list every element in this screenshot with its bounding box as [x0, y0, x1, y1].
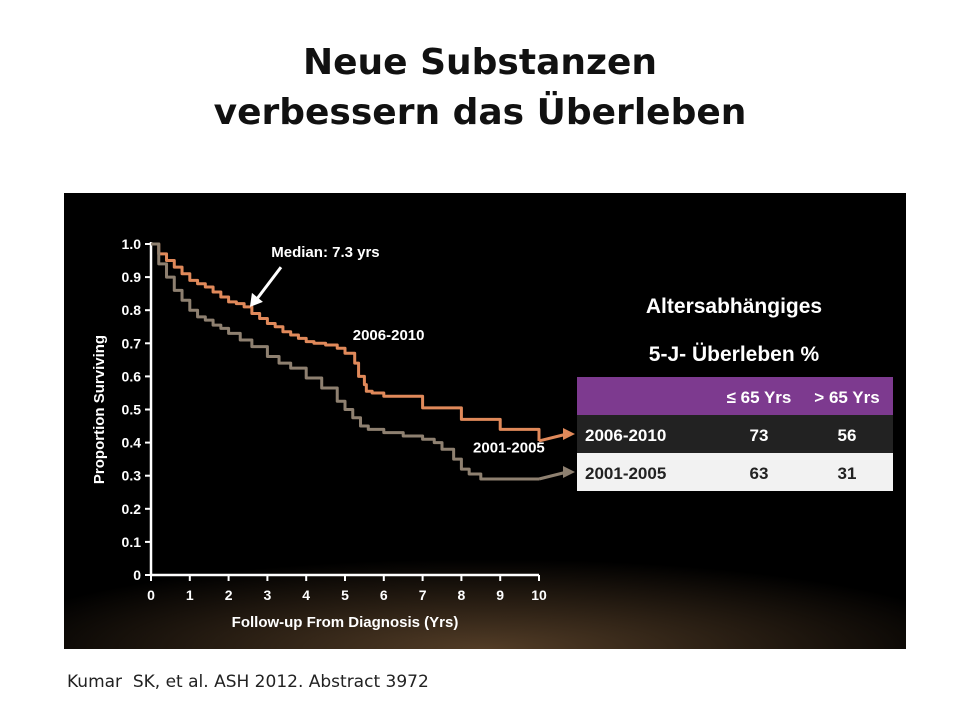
y-tick-label: 0.1: [122, 534, 142, 550]
survival-chart: 00.10.20.30.40.50.60.70.80.91.00 1 2 3 4 5 6 7 8…: [91, 236, 893, 631]
annotation-label: 2001-2005: [473, 440, 545, 457]
table-row: [577, 453, 893, 491]
series-line-2006-2010: [151, 242, 541, 441]
slide-title: Neue Substanzen verbessern das Überleben: [0, 38, 960, 138]
chart-annotations: Median: 7.3 yrs 2006-2010 2001-2005: [249, 244, 545, 457]
survival-figure: 0 0.1 0.2 0.3 0.4 0.5 0.6 0.7 0.8 0.9 1.0 0 1 2 3 4 5 6 7 8…: [64, 193, 906, 649]
y-tick-label: 0: [133, 567, 141, 583]
y-tick-label: 0.9: [122, 269, 142, 285]
table-cell: 31: [838, 464, 857, 483]
table-header-row: [577, 377, 893, 415]
x-tick-label: 0: [147, 587, 155, 603]
connector-arrow-2001-2005: [538, 470, 568, 481]
x-tick-label: 3: [264, 587, 272, 603]
x-tick-label: 4: [302, 587, 310, 603]
table-row-label: 2001-2005: [585, 464, 666, 483]
survival-table: Altersabhängiges 5-J- Überleben % ≤ 65 Yrs…: [577, 295, 893, 491]
inset-heading-line-2: 5-J- Überleben %: [649, 343, 820, 366]
title-line-1: Neue Substanzen: [302, 42, 657, 83]
title-line-2: verbessern das Überleben: [213, 92, 747, 133]
x-tick-label: 9: [496, 587, 504, 603]
table-row: [577, 415, 893, 453]
table-cell: 56: [838, 426, 857, 445]
y-tick-label: 0.6: [122, 368, 142, 384]
connector-arrowhead-2001-2005: [563, 466, 575, 478]
table-cell: 73: [750, 426, 769, 445]
y-tick-label: 0.4: [122, 435, 142, 451]
inset-heading-line-1: Altersabhängiges: [646, 295, 822, 318]
x-tick-label: 2: [225, 587, 233, 603]
x-tick-label: 10: [531, 587, 547, 603]
table-column-header: > 65 Yrs: [814, 388, 879, 407]
connector-arrow-2006-2010: [538, 432, 568, 443]
connector-arrowhead-2006-2010: [563, 428, 575, 440]
citation: Kumar SK, et al. ASH 2012. Abstract 3972: [67, 672, 429, 692]
median-arrow-line: [252, 266, 283, 304]
x-tick-label: 7: [419, 587, 427, 603]
x-tick-label: 6: [380, 587, 388, 603]
y-tick-label: 0.7: [122, 335, 142, 351]
table-cell: 63: [750, 464, 769, 483]
annotation-label: Median: 7.3 yrs: [271, 244, 379, 261]
x-tick-label: 8: [458, 587, 466, 603]
table-row-label: 2006-2010: [585, 426, 666, 445]
y-tick-label: 1.0: [122, 236, 142, 252]
series-line-2001-2005: [151, 242, 539, 481]
x-tick-label: 5: [341, 587, 349, 603]
annotation-label: 2006-2010: [353, 327, 425, 344]
chart-series: [151, 242, 575, 481]
y-tick-label: 0.5: [122, 402, 142, 418]
y-axis-label: Proportion Surviving: [91, 335, 108, 484]
y-tick-label: 0.8: [122, 302, 142, 318]
y-tick-label: 0.2: [122, 501, 142, 517]
y-tick-label: 0.3: [122, 468, 142, 484]
chart-axes: 0 0.1 0.2 0.3 0.4 0.5 0.6 0.7 0.8 0.9 1.0 0 1 2 3 4 5 6 7 8…: [91, 236, 547, 631]
x-tick-label: 1: [186, 587, 194, 603]
table-column-header: ≤ 65 Yrs: [727, 388, 792, 407]
median-arrowhead: [249, 292, 263, 307]
x-axis-label: Follow-up From Diagnosis (Yrs): [232, 614, 459, 631]
